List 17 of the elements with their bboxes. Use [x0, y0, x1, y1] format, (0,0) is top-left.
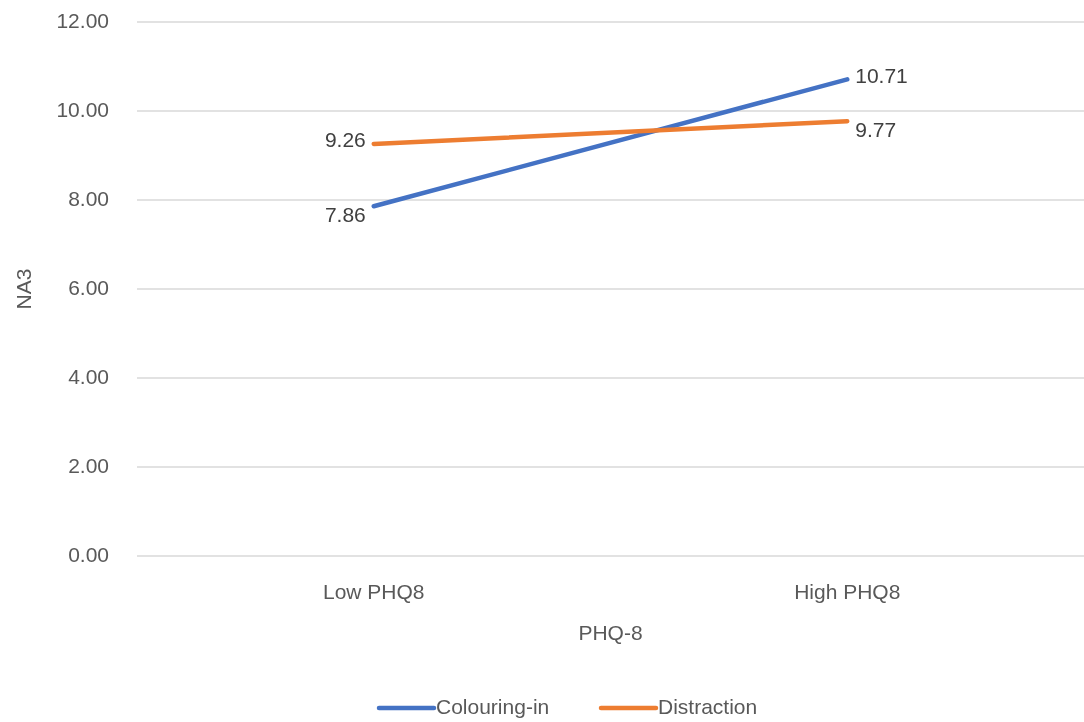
- y-tick-label: 6.00: [68, 275, 109, 299]
- legend-label: Distraction: [658, 694, 758, 718]
- y-tick-label: 2.00: [68, 453, 109, 477]
- data-label: 10.71: [855, 63, 908, 87]
- legend-label: Colouring-in: [436, 694, 550, 718]
- y-tick-label: 4.00: [68, 364, 109, 388]
- y-tick-label: 12.00: [56, 8, 109, 32]
- data-label: 7.86: [324, 202, 366, 226]
- data-label: 9.26: [324, 128, 366, 152]
- x-axis-title: PHQ-8: [578, 620, 643, 644]
- y-tick-label: 0.00: [68, 542, 109, 566]
- x-tick-label: Low PHQ8: [322, 579, 425, 603]
- data-label: 9.77: [855, 117, 897, 141]
- y-axis-title: NA3: [11, 268, 35, 310]
- y-tick-label: 8.00: [68, 186, 109, 210]
- x-tick-label: High PHQ8: [794, 579, 901, 603]
- y-tick-label: 10.00: [56, 97, 109, 121]
